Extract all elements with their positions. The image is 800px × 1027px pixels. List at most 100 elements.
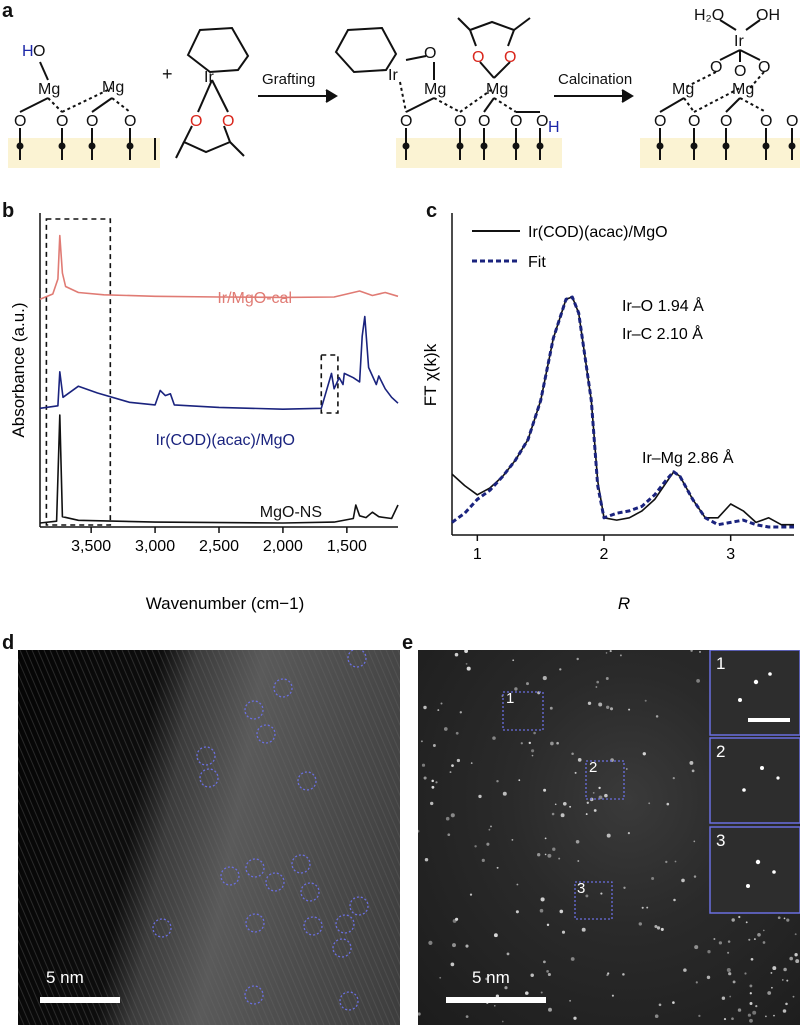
atom-O: O xyxy=(720,113,732,130)
atom-O: O xyxy=(734,63,746,80)
scale-bar xyxy=(40,997,120,1003)
atom-O: O xyxy=(33,43,45,60)
atom-circle xyxy=(303,916,323,936)
scale-bar-label: 5 nm xyxy=(46,968,84,987)
atom-circle xyxy=(196,746,216,766)
x-axis-label: R xyxy=(618,594,630,613)
series-label-ir-cod-acac-mgo: Ir(COD)(acac)/MgO xyxy=(155,432,295,449)
inset-label-2: 2 xyxy=(716,742,726,761)
box-label-1: 1 xyxy=(506,690,515,707)
atom-circle xyxy=(265,872,285,892)
atom-O: O xyxy=(14,113,26,130)
region-box-3 xyxy=(574,881,613,920)
series-line-fit xyxy=(451,295,794,529)
atom-circle xyxy=(199,768,219,788)
inset-2 xyxy=(709,737,800,824)
box-label-2: 2 xyxy=(589,759,598,776)
atom-circle xyxy=(256,724,276,744)
atom-circle xyxy=(245,913,265,933)
atom-O-red: O xyxy=(504,49,516,66)
atom-H2O: H₂O xyxy=(694,7,724,24)
atom-Ir: Ir xyxy=(388,67,398,84)
atom-circle xyxy=(335,914,355,934)
reaction-scheme: H O Mg Mg O O O O + Ir O O Grafting Ir O… xyxy=(8,7,800,168)
atom-circle xyxy=(220,866,240,886)
plus-sign: + xyxy=(162,64,173,84)
highlight-box-acac-region xyxy=(320,354,339,414)
support-right xyxy=(640,138,800,168)
atom-O: O xyxy=(710,59,722,76)
support-left xyxy=(8,138,160,168)
atom-Mg: Mg xyxy=(38,81,60,98)
region-box-1 xyxy=(502,691,544,731)
atom-Mg: Mg xyxy=(424,81,446,98)
panel-label-d: d xyxy=(2,632,15,654)
atom-circle xyxy=(273,678,293,698)
series-line-mgo-ns xyxy=(39,414,399,524)
atom-O: O xyxy=(654,113,666,130)
atom-O: O xyxy=(688,113,700,130)
atom-O: O xyxy=(400,113,412,130)
x-tick-label: 3 xyxy=(726,546,735,563)
panel-label-c: c xyxy=(426,200,438,222)
atom-circle xyxy=(245,858,265,878)
atom-O: O xyxy=(760,113,772,130)
exafs-chart: 1 2 3 Ir(COD)(acac)/MgO Fit Ir–O 1.94 Å Ir… xyxy=(421,213,794,613)
atom-circle xyxy=(347,650,367,668)
support-middle xyxy=(396,138,562,168)
atom-Mg: Mg xyxy=(486,81,508,98)
atom-H: H xyxy=(22,43,34,60)
inset-3 xyxy=(709,826,800,914)
ir-spectra-chart: 3,500 3,000 2,500 2,000 1,500 Ir/MgO-cal Ir(… xyxy=(9,213,399,613)
atom-O: O xyxy=(536,113,548,130)
micrograph-d: 5 nm xyxy=(18,650,400,1025)
atom-O: O xyxy=(56,113,68,130)
region-box-2 xyxy=(585,760,625,800)
atom-circle xyxy=(291,854,311,874)
atom-H: H xyxy=(548,119,560,136)
x-tick-label: 3,500 xyxy=(71,538,111,555)
y-axis-label: FT χ(k)k xyxy=(421,343,440,406)
x-tick-label: 1,500 xyxy=(327,538,367,555)
step-grafting-label: Grafting xyxy=(262,71,315,88)
micrograph-e: 1 2 3 1 2 3 5 nm xyxy=(418,650,800,1025)
legend-label-fit: Fit xyxy=(528,254,546,271)
atom-O: O xyxy=(758,59,770,76)
panel-label-e: e xyxy=(402,632,414,654)
inset-scale-bar xyxy=(748,718,790,722)
series-line-ir-mgo-cal xyxy=(39,234,399,301)
x-tick-label: 2,500 xyxy=(199,538,239,555)
atom-Mg: Mg xyxy=(102,79,124,96)
atom-circle xyxy=(349,896,369,916)
atom-circle xyxy=(300,882,320,902)
atom-O: O xyxy=(124,113,136,130)
atom-circle xyxy=(244,985,264,1005)
panel-label-b: b xyxy=(2,200,15,222)
atom-O: O xyxy=(454,113,466,130)
step-calcination-label: Calcination xyxy=(558,71,632,88)
annotation-ir-o: Ir–O 1.94 Å xyxy=(622,296,704,315)
scale-bar xyxy=(446,997,546,1003)
x-tick-label: 2,000 xyxy=(263,538,303,555)
panel-label-a: a xyxy=(2,0,14,22)
atom-Ir: Ir xyxy=(734,33,744,50)
atom-circle xyxy=(339,991,359,1011)
x-tick-label: 2 xyxy=(600,546,609,563)
atom-O: O xyxy=(478,113,490,130)
annotation-ir-mg: Ir–Mg 2.86 Å xyxy=(642,448,734,467)
legend-label-experimental: Ir(COD)(acac)/MgO xyxy=(528,224,668,241)
atom-Mg: Mg xyxy=(732,81,754,98)
scale-bar-label: 5 nm xyxy=(472,968,510,987)
atom-circle xyxy=(297,771,317,791)
atom-O: O xyxy=(510,113,522,130)
atom-O: O xyxy=(424,45,436,62)
x-tick-label: 3,000 xyxy=(135,538,175,555)
series-label-ir-mgo-cal: Ir/MgO-cal xyxy=(217,290,292,307)
atom-O-red: O xyxy=(472,49,484,66)
atom-circle xyxy=(332,938,352,958)
atom-Ir: Ir xyxy=(204,69,214,86)
inset-label-1: 1 xyxy=(716,654,726,673)
inset-label-3: 3 xyxy=(716,831,726,850)
x-tick-label: 1 xyxy=(473,546,482,563)
box-label-3: 3 xyxy=(577,880,586,897)
